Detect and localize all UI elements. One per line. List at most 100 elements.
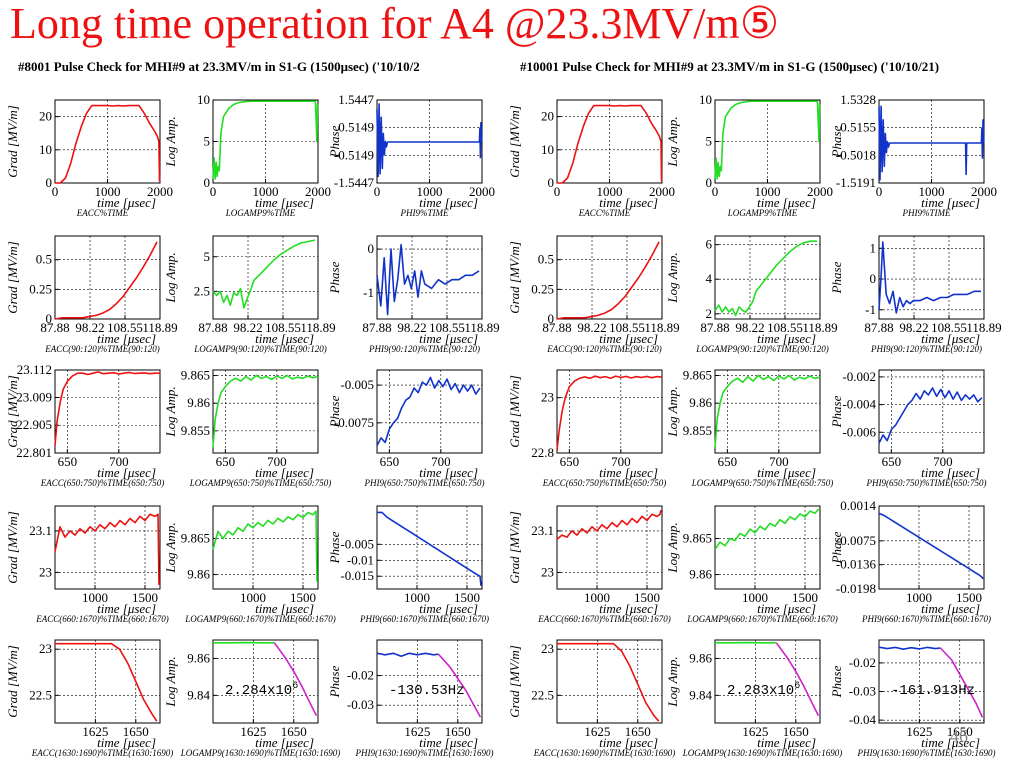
y-axis-label: Phase (327, 665, 342, 698)
series-line (878, 241, 981, 314)
x-tick-label: 1500 (454, 590, 480, 605)
series-line (377, 511, 482, 586)
y-tick-label: -1.5447 (334, 175, 375, 190)
page-number: 46 (950, 726, 968, 746)
x-axis-label: time [μsec] (921, 465, 980, 480)
series-line (714, 240, 817, 317)
x-axis-label: time [μsec] (255, 195, 314, 210)
x-axis-label: time [μsec] (921, 331, 980, 346)
plot-caption: LOGAMP9(1630:1690)%TIME(1630:1690) (682, 748, 842, 758)
y-axis-label: Phase (327, 531, 342, 564)
y-tick-label: -0.04 (849, 712, 877, 727)
x-tick-label: 1500 (956, 590, 982, 605)
chart-panel: 1625 1650 22.5 23 Grad [MV/m] time [μsec]EACC… (5, 639, 173, 758)
x-tick-label: 1000 (95, 184, 121, 199)
plot-caption: EACC(660:1670)%TIME(660:1670) (35, 614, 168, 624)
chart-panel: 87.88 98.22 108.55 118.89 -1 0 Phase time [μsec… (327, 235, 500, 354)
y-tick-label: 0.5149 (338, 120, 374, 135)
series-line (212, 100, 319, 180)
y-axis-label: Log Amp. (665, 522, 680, 573)
x-tick-label: 1000 (742, 590, 768, 605)
x-tick-label: 1625 (240, 724, 266, 739)
plot-frame (714, 505, 821, 590)
y-tick-label: 0 (706, 175, 713, 190)
x-axis-label: time [μsec] (255, 331, 314, 346)
x-tick-label: 650 (718, 454, 738, 469)
chart-panel: 87.88 98.22 108.55 118.89 -1 0 1 Phase time [μse… (829, 235, 1002, 354)
series-line (878, 512, 984, 580)
series-line (556, 241, 660, 320)
plot-caption: EACC(650:750)%TIME(650:750) (542, 478, 666, 488)
y-axis-label: Phase (327, 261, 342, 294)
chart-panel: 0 1000 2000 -1.5191 -0.5018 0.5155 1.5328 Phase… (829, 92, 997, 218)
y-axis-label: Log Amp. (163, 656, 178, 707)
series-line (376, 103, 483, 178)
series-line (878, 105, 985, 181)
plot-frame (556, 235, 663, 320)
plot-frame (54, 639, 161, 724)
x-tick-label: 650 (560, 454, 580, 469)
x-tick-label: 1000 (906, 590, 932, 605)
y-tick-label: -0.0075 (836, 533, 876, 548)
plot-frame (376, 639, 483, 724)
y-tick-label: 23 (541, 390, 554, 405)
x-tick-label: 1000 (240, 590, 266, 605)
series-line (556, 510, 662, 540)
x-tick-label: 2000 (305, 184, 331, 199)
plot-frame (714, 639, 821, 724)
y-tick-label: 10 (541, 142, 554, 157)
y-tick-label: -0.005 (340, 536, 374, 551)
x-tick-label: 98.22 (735, 320, 764, 335)
x-tick-label: 98.22 (75, 320, 104, 335)
x-axis-label: time [μsec] (97, 195, 156, 210)
y-tick-label: 0.25 (531, 281, 554, 296)
y-axis-label: Phase (829, 395, 844, 428)
series-line (55, 104, 161, 184)
y-tick-label: 9.86 (689, 650, 712, 665)
x-tick-label: 0 (52, 184, 59, 199)
y-tick-label: -0.03 (849, 684, 876, 699)
plot-frame (212, 369, 319, 454)
chart-panel: 1625 1650 9.84 9.86 Log Amp. time [μsec]LOGAM… (665, 639, 842, 758)
plot-caption: EACC(1630:1690)%TIME(1630:1690) (31, 748, 173, 758)
fit-annotation-exponent: 6 (794, 681, 800, 692)
y-tick-label: 23.1 (531, 523, 554, 538)
x-tick-label: 1000 (755, 184, 781, 199)
y-axis-label: Grad [MV/m] (507, 241, 522, 314)
x-tick-label: 87.88 (700, 320, 729, 335)
plot-frame (212, 235, 319, 320)
y-tick-label: 9.855 (181, 423, 210, 438)
y-tick-label: 10 (197, 92, 210, 107)
group-title-left: #8001 Pulse Check for MHI#9 at 23.3MV/m … (18, 59, 420, 74)
fit-annotation: -161.913Hz (891, 683, 975, 699)
plot-caption: EACC(90:120)%TIME(90:120) (44, 344, 159, 354)
x-tick-label: 118.89 (464, 320, 499, 335)
fit-annotation: -130.53Hz (389, 683, 465, 699)
chart-panel: 0 1000 2000 0 10 20 Grad [MV/m] time [μsec]EACC… (507, 99, 675, 218)
series-line (212, 239, 316, 309)
y-tick-label: -0.0198 (836, 581, 876, 596)
chart-panel: 650 700 -0.0075 -0.005 Phase time [μsec]PHI9(… (327, 369, 485, 488)
x-tick-label: 1625 (404, 724, 430, 739)
plot-caption: EACC%TIME (578, 208, 631, 218)
x-tick-label: 87.88 (40, 320, 69, 335)
x-tick-label: 87.88 (362, 320, 391, 335)
x-axis-label: time [μsec] (97, 465, 156, 480)
x-tick-label: 87.88 (198, 320, 227, 335)
x-tick-label: 118.89 (966, 320, 1001, 335)
x-tick-label: 118.89 (142, 320, 177, 335)
x-tick-label: 0 (712, 184, 719, 199)
plot-caption: LOGAMP9(90:120)%TIME(90:120) (695, 344, 828, 354)
y-axis-label: Log Amp. (163, 116, 178, 167)
x-tick-label: 1650 (783, 724, 809, 739)
y-tick-label: 23.009 (16, 389, 52, 404)
x-tick-label: 118.89 (802, 320, 837, 335)
fit-annotation-exponent: 6 (292, 681, 298, 692)
plot-caption: PHI9(650:750)%TIME(650:750) (364, 478, 485, 488)
y-tick-label: 22.5 (29, 687, 52, 702)
y-tick-label: 23 (39, 564, 52, 579)
y-tick-label: -1.5191 (836, 175, 876, 190)
x-axis-label: time [μsec] (921, 735, 980, 750)
series-line (557, 642, 660, 722)
